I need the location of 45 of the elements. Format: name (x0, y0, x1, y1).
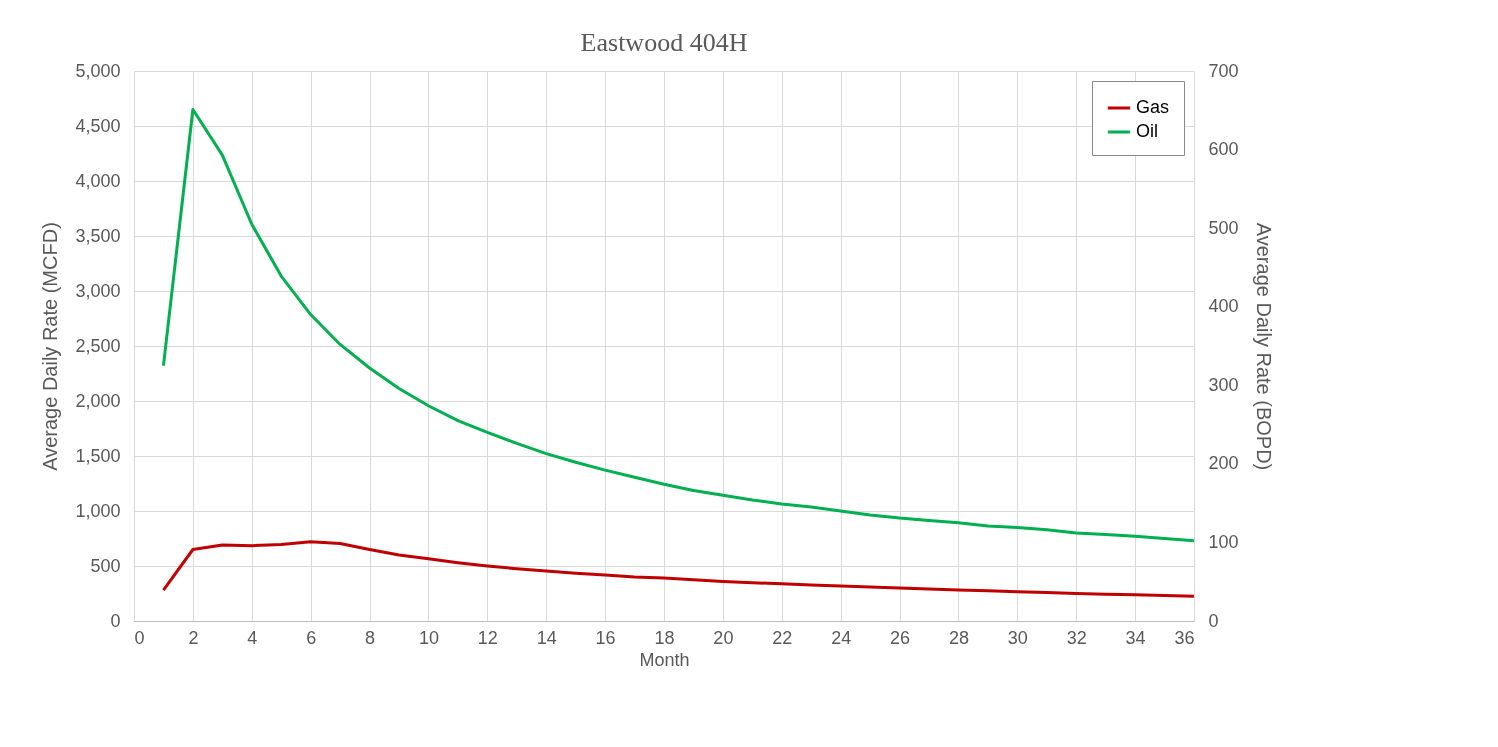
y-tick-label: 1,500 (75, 445, 121, 466)
line-series (161, 540, 1196, 598)
x-tick-label: 32 (1066, 627, 1087, 648)
y-tick-label: 5,000 (75, 60, 121, 81)
y2-tick-label: 100 (1208, 531, 1239, 552)
x-tick-label: 22 (772, 627, 793, 648)
x-tick-label: 18 (654, 627, 675, 648)
y2-axis-title: Average Daily Rate (BOPD) (1252, 222, 1275, 471)
x-tick-label: 34 (1125, 627, 1146, 648)
x-tick-label: 26 (890, 627, 911, 648)
y2-tick-label: 400 (1208, 296, 1239, 317)
x-tick-label: 16 (595, 627, 616, 648)
x-tick-label: 0 (134, 627, 145, 648)
y-tick-label: 4,000 (75, 170, 121, 191)
y-tick-label: 0 (110, 610, 121, 631)
y-tick-label: 1,000 (75, 500, 121, 521)
x-tick-label: 4 (247, 627, 258, 648)
y-tick-label: 3,000 (75, 280, 121, 301)
y2-tick-label: 700 (1208, 60, 1239, 81)
x-axis-title: Month (639, 649, 690, 670)
y2-tick-label: 0 (1208, 610, 1219, 631)
x-tick-label: 8 (365, 627, 376, 648)
x-tick-label: 30 (1007, 627, 1028, 648)
legend-label: Gas (1136, 97, 1170, 117)
y-tick-label: 2,000 (75, 390, 121, 411)
x-tick-label: 2 (188, 627, 199, 648)
x-tick-label: 20 (713, 627, 734, 648)
chart-title: Eastwood 404H (580, 28, 748, 57)
y2-tick-label: 600 (1208, 139, 1239, 160)
y-axis-title: Average Daily Rate (MCFD) (39, 222, 62, 471)
x-tick-label: 12 (477, 627, 498, 648)
y2-tick-label: 200 (1208, 453, 1239, 474)
x-tick-label: 6 (306, 627, 317, 648)
y-tick-label: 4,500 (75, 115, 121, 136)
x-tick-label: 10 (418, 627, 439, 648)
y-tick-label: 500 (90, 555, 121, 576)
x-tick-label: 24 (831, 627, 852, 648)
y-tick-label: 2,500 (75, 335, 121, 356)
x-tick-label: 14 (536, 627, 557, 648)
x-tick-label: 28 (948, 627, 969, 648)
x-tick-label: 36 (1174, 627, 1195, 648)
y2-tick-label: 300 (1208, 374, 1239, 395)
legend-label: Oil (1136, 121, 1158, 141)
y-tick-label: 3,500 (75, 225, 121, 246)
y2-tick-label: 500 (1208, 217, 1239, 238)
